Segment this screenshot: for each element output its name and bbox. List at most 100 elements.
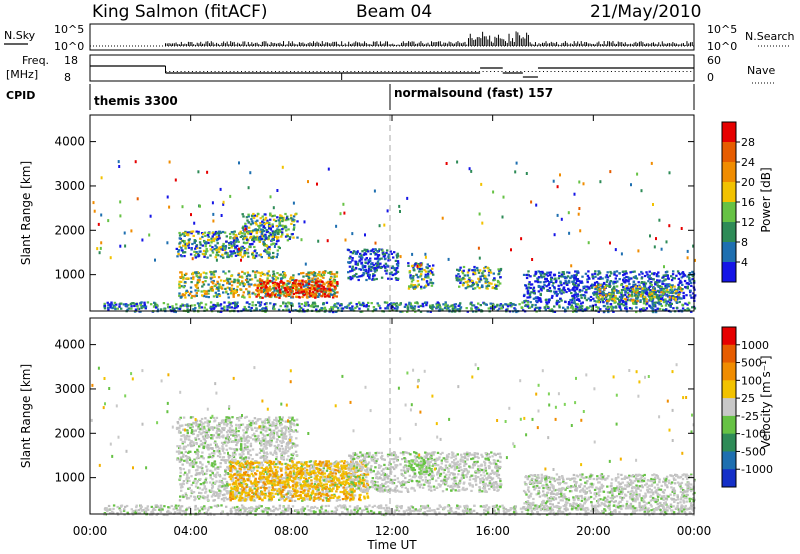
- range-cell: [319, 283, 322, 286]
- range-cell: [406, 308, 410, 311]
- range-cell: [567, 287, 570, 290]
- range-cell: [396, 252, 399, 255]
- range-cell: [241, 294, 245, 297]
- nave-sample: [380, 71, 382, 72]
- nave-sample: [335, 71, 337, 72]
- range-cell: [334, 282, 337, 285]
- range-cell: [613, 285, 616, 288]
- nave-sample: [573, 71, 575, 72]
- range-cell: [211, 235, 214, 238]
- range-cell: [477, 246, 480, 250]
- range-cell: [224, 245, 228, 248]
- range-cell: [276, 290, 279, 293]
- range-cell: [201, 294, 204, 297]
- range-cell: [661, 292, 665, 295]
- range-cell: [323, 463, 326, 466]
- range-cell: [192, 277, 195, 281]
- range-cell: [663, 265, 665, 269]
- range-cell: [178, 249, 181, 252]
- range-cell: [210, 287, 214, 290]
- range-cell: [195, 244, 199, 247]
- range-cell: [207, 296, 210, 299]
- range-cell: [632, 298, 635, 301]
- range-cell: [280, 279, 283, 283]
- range-cell: [634, 294, 637, 297]
- range-cell: [470, 308, 473, 311]
- range-cell: [668, 171, 671, 175]
- range-cell: [428, 265, 431, 268]
- range-cell: [406, 310, 409, 313]
- nave-sample: [165, 71, 167, 72]
- range-cell: [275, 224, 278, 228]
- range-cell: [354, 263, 357, 266]
- range-cell: [241, 295, 244, 298]
- range-cell: [423, 269, 426, 272]
- range-cell: [269, 218, 272, 221]
- range-cell: [188, 309, 192, 312]
- range-cell: [466, 310, 469, 313]
- nave-sample: [222, 71, 224, 72]
- range-cell: [320, 308, 323, 311]
- range-cell: [299, 279, 303, 282]
- range-cell: [671, 297, 675, 300]
- range-cell: [462, 265, 466, 269]
- range-cell: [414, 262, 417, 265]
- range-cell: [591, 273, 594, 276]
- range-cell: [268, 294, 272, 297]
- range-cell: [207, 289, 210, 292]
- range-cell: [171, 305, 174, 308]
- range-cell: [193, 250, 196, 253]
- range-cell: [201, 235, 204, 239]
- range-cell: [609, 270, 612, 274]
- range-cell: [229, 250, 232, 253]
- range-cell: [263, 243, 266, 246]
- range-cell: [473, 268, 476, 271]
- range-cell: [214, 304, 217, 307]
- range-cell: [220, 247, 223, 250]
- range-cell: [262, 241, 265, 244]
- range-cell: [550, 279, 553, 282]
- range-cell: [251, 304, 254, 307]
- range-cell: [194, 284, 197, 287]
- range-cell: [443, 307, 447, 310]
- range-cell: [107, 304, 110, 307]
- range-cell: [297, 291, 300, 294]
- range-cell: [691, 306, 694, 309]
- range-cell: [246, 301, 249, 304]
- range-cell: [623, 281, 627, 284]
- range-cell: [273, 275, 276, 278]
- range-cell: [325, 301, 329, 304]
- range-cell: [134, 308, 138, 311]
- range-cell: [687, 274, 690, 277]
- range-cell: [413, 307, 416, 310]
- range-cell: [529, 301, 532, 304]
- range-cell: [490, 282, 493, 285]
- range-cell: [248, 245, 251, 248]
- range-cell: [655, 301, 658, 304]
- range-cell: [140, 301, 143, 304]
- range-cell: [250, 230, 254, 233]
- range-cell: [303, 220, 306, 224]
- range-cell: [373, 269, 376, 272]
- range-cell: [266, 219, 269, 222]
- range-cell: [347, 277, 350, 280]
- range-cell: [499, 269, 502, 272]
- range-cell: [240, 280, 244, 283]
- range-cell: [294, 213, 297, 216]
- range-cell: [412, 266, 415, 269]
- range-cell: [210, 285, 214, 289]
- range-cell: [244, 227, 247, 231]
- range-cell: [223, 248, 227, 252]
- range-cell: [383, 301, 387, 304]
- range-cell: [537, 290, 540, 293]
- range-cell: [422, 278, 426, 281]
- range-cell: [261, 464, 264, 467]
- range-cell: [194, 271, 197, 274]
- range-cell: [288, 491, 291, 494]
- range-cell: [258, 466, 262, 469]
- range-cell: [502, 195, 505, 199]
- range-cell: [214, 244, 217, 247]
- range-cell: [592, 292, 595, 295]
- colorbar-swatch: [722, 222, 736, 243]
- range-cell: [268, 245, 271, 249]
